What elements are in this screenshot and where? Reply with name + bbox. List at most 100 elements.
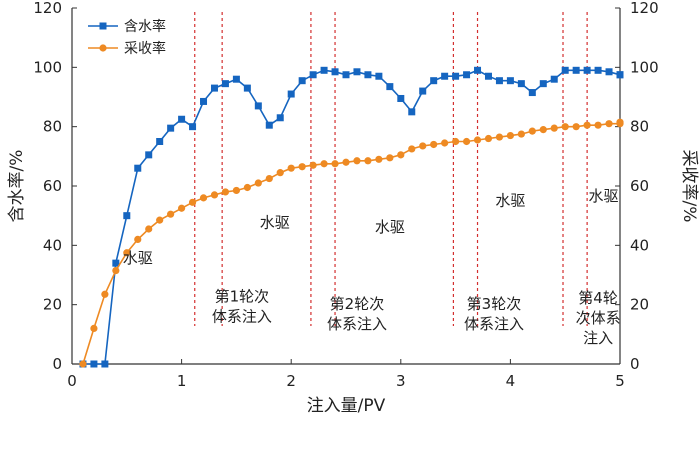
injection-label: 第1轮次 bbox=[215, 288, 270, 306]
recovery-point bbox=[539, 126, 547, 134]
x-tick-label: 1 bbox=[177, 372, 187, 390]
y-right-tick-label: 40 bbox=[630, 236, 649, 254]
recovery-point bbox=[616, 118, 624, 126]
water-cut-point bbox=[528, 89, 536, 97]
y-axis-left-title: 含水率/% bbox=[7, 150, 27, 223]
y-right-tick-label: 100 bbox=[630, 58, 659, 76]
water-cut-point bbox=[572, 66, 580, 74]
water-cut-point bbox=[145, 151, 153, 159]
water-cut-point bbox=[408, 108, 416, 116]
recovery-point bbox=[506, 131, 514, 140]
recovery-point bbox=[298, 163, 306, 171]
water-cut-point bbox=[539, 80, 547, 88]
water-cut-point bbox=[167, 124, 175, 132]
water-cut-point bbox=[101, 360, 109, 368]
y-left-tick-label: 60 bbox=[43, 177, 62, 195]
recovery-point bbox=[265, 174, 273, 183]
injection-label: 第3轮次 bbox=[467, 295, 522, 313]
water-cut-point bbox=[265, 121, 273, 129]
phase-label: 水驱 bbox=[375, 218, 405, 236]
recovery-point bbox=[583, 121, 591, 129]
recovery-point bbox=[309, 161, 317, 169]
recovery-point bbox=[364, 157, 372, 165]
recovery-point bbox=[441, 139, 449, 147]
phase-label: 水驱 bbox=[495, 191, 525, 209]
x-tick-label: 2 bbox=[286, 372, 296, 390]
y-left-tick-label: 40 bbox=[43, 236, 62, 254]
recovery-point bbox=[243, 183, 251, 192]
water-cut-point bbox=[90, 360, 98, 368]
recovery-point bbox=[123, 249, 131, 257]
water-cut-point bbox=[484, 72, 492, 80]
phase-label: 水驱 bbox=[123, 249, 153, 267]
recovery-point bbox=[517, 130, 525, 138]
recovery-point bbox=[210, 191, 219, 199]
water-cut-point bbox=[298, 77, 306, 85]
recovery-point bbox=[462, 137, 471, 146]
x-axis-title: 注入量/PV bbox=[307, 396, 386, 416]
recovery-point bbox=[232, 186, 240, 195]
water-cut-point bbox=[189, 123, 197, 131]
recovery-point bbox=[178, 204, 186, 212]
legend-marker-1 bbox=[99, 22, 107, 30]
injection-label: 体系注入 bbox=[464, 315, 524, 333]
water-cut-point bbox=[386, 83, 394, 91]
water-cut-point bbox=[517, 80, 525, 88]
legend-marker-2 bbox=[99, 44, 107, 52]
water-cut-point bbox=[112, 259, 120, 267]
recovery-point bbox=[386, 154, 394, 162]
recovery-point bbox=[353, 157, 361, 165]
recovery-point bbox=[101, 290, 109, 298]
y-left-tick-label: 80 bbox=[43, 118, 62, 136]
water-cut-point bbox=[474, 66, 482, 74]
water-cut-point bbox=[430, 77, 438, 85]
water-cut-point bbox=[583, 66, 591, 74]
recovery-point bbox=[550, 124, 558, 132]
recovery-point bbox=[419, 142, 427, 150]
recovery-point bbox=[134, 235, 142, 243]
recovery-point bbox=[331, 160, 339, 168]
recovery-point bbox=[605, 120, 613, 128]
water-cut-point bbox=[616, 71, 624, 79]
water-cut-point bbox=[419, 87, 427, 95]
injection-label: 体系注入 bbox=[327, 315, 387, 333]
recovery-point bbox=[156, 216, 164, 224]
recovery-point bbox=[112, 266, 120, 275]
x-tick-label: 3 bbox=[396, 372, 406, 390]
recovery-point bbox=[473, 136, 482, 144]
water-cut-point bbox=[243, 84, 251, 92]
recovery-point bbox=[408, 145, 416, 153]
y-right-tick-label: 80 bbox=[630, 118, 649, 136]
recovery-point bbox=[452, 137, 460, 146]
y-right-tick-label: 120 bbox=[630, 0, 659, 17]
water-cut-point bbox=[254, 102, 262, 110]
water-cut-point bbox=[364, 71, 372, 79]
recovery-point bbox=[495, 133, 504, 141]
water-cut-point bbox=[397, 94, 405, 102]
phase-label: 水驱 bbox=[260, 214, 290, 232]
water-cut-point bbox=[276, 114, 284, 122]
y-right-tick-label: 60 bbox=[630, 177, 649, 195]
water-cut-point bbox=[375, 72, 383, 80]
water-cut-point bbox=[495, 77, 503, 85]
recovery-point bbox=[254, 179, 262, 187]
water-cut-point bbox=[200, 97, 208, 105]
water-cut-point bbox=[463, 71, 471, 79]
x-tick-label: 0 bbox=[67, 372, 77, 390]
water-cut-point bbox=[232, 75, 240, 83]
water-cut-point bbox=[221, 80, 229, 88]
y-left-tick-label: 0 bbox=[52, 355, 62, 373]
water-cut-point bbox=[331, 68, 339, 76]
phase-label: 水驱 bbox=[589, 187, 619, 205]
recovery-point bbox=[484, 134, 493, 143]
water-cut-point bbox=[156, 138, 164, 145]
injection-label: 第2轮次 bbox=[330, 295, 385, 313]
recovery-point bbox=[90, 324, 98, 332]
water-cut-point bbox=[309, 71, 317, 79]
water-cut-point bbox=[550, 75, 558, 83]
injection-label: 注入 bbox=[583, 329, 613, 347]
y-left-tick-label: 20 bbox=[43, 296, 62, 314]
injection-label: 体系注入 bbox=[212, 308, 272, 326]
